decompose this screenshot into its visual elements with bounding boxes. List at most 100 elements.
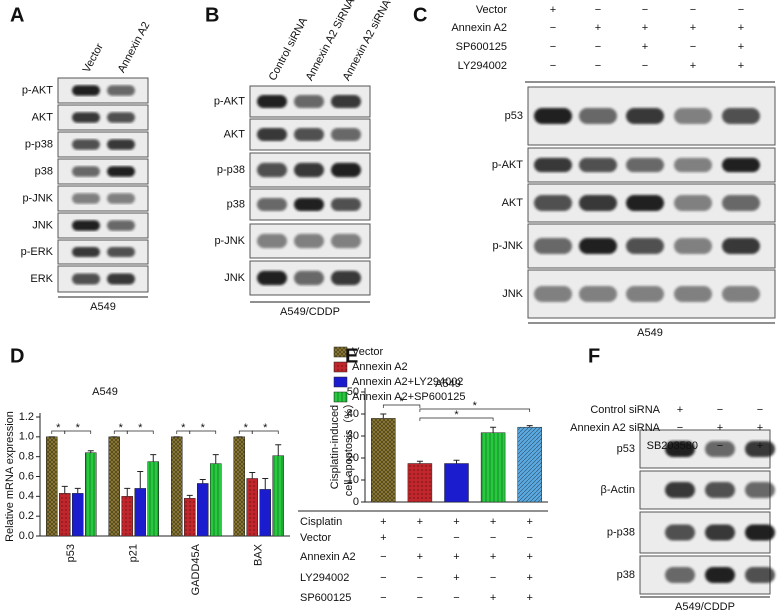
row-label: JNK — [32, 219, 53, 231]
blot-band — [745, 567, 775, 583]
cell-line: A549/CDDP — [675, 601, 735, 610]
condition-sign: − — [417, 572, 423, 584]
bar — [259, 489, 271, 537]
significance-label: * — [56, 422, 61, 434]
row-label: p53 — [617, 443, 635, 455]
condition-sign: − — [380, 592, 386, 604]
column-label: Control siRNA — [267, 15, 311, 83]
blot-band — [294, 197, 324, 212]
condition-sign: + — [453, 516, 459, 528]
row-label: p-JNK — [22, 192, 53, 204]
condition-label: SP600125 — [300, 592, 351, 604]
blot-band — [674, 157, 712, 173]
blot-band — [107, 220, 135, 231]
row-label: β-Actin — [601, 484, 635, 496]
condition-sign: − — [690, 4, 696, 16]
blot-band — [665, 524, 695, 541]
error-bar — [199, 478, 206, 484]
significance-label: * — [454, 409, 459, 421]
blot-band — [674, 286, 712, 302]
significance-bracket — [419, 408, 531, 412]
error-bar — [124, 487, 131, 497]
blot-band — [331, 197, 361, 212]
condition-sign: − — [690, 41, 696, 53]
cell-line: A549/CDDP — [280, 306, 340, 318]
panel-label: D — [10, 345, 24, 367]
y-axis-label: Relative mRNA expression — [4, 411, 16, 542]
bar — [197, 483, 209, 537]
condition-label: Annexin A2 — [451, 22, 507, 34]
bar — [134, 488, 146, 537]
legend-swatch — [333, 376, 348, 388]
condition-sign: − — [453, 592, 459, 604]
blot-band — [257, 270, 287, 286]
x-tick-label: BAX — [253, 543, 265, 566]
panel-label: F — [588, 345, 600, 367]
row-label: ERK — [30, 273, 53, 285]
blot-band — [579, 157, 617, 173]
error-bar — [453, 459, 460, 464]
blot-band — [107, 193, 135, 204]
panel-label: B — [205, 4, 219, 26]
blot-band — [72, 246, 100, 258]
blot-band — [534, 286, 572, 302]
y-tick-label: 20 — [347, 452, 359, 464]
condition-label: Annexin A2 siRNA — [570, 422, 661, 434]
legend-swatch — [333, 391, 348, 403]
significance-label: * — [119, 422, 124, 434]
blot-band — [107, 139, 135, 150]
blot-band — [626, 238, 664, 254]
condition-sign: − — [490, 572, 496, 584]
bar — [121, 496, 133, 537]
condition-sign: + — [526, 551, 532, 563]
cell-line: A549 — [90, 301, 116, 313]
condition-sign: + — [380, 532, 386, 544]
condition-label: Vector — [476, 4, 508, 16]
column-label: Vector — [81, 41, 106, 74]
blot-band — [72, 273, 100, 285]
significance-label: * — [263, 422, 268, 434]
row-label: p-ERK — [21, 246, 54, 258]
blot-band — [331, 233, 361, 249]
legend-label: Vector — [352, 346, 384, 358]
condition-label: SB203580 — [647, 440, 698, 452]
condition-sign: + — [642, 22, 648, 34]
condition-sign: − — [417, 532, 423, 544]
condition-label: Cisplatin — [300, 516, 342, 528]
condition-label: LY294002 — [458, 60, 507, 72]
y-tick-label: 0.6 — [19, 470, 34, 482]
row-label: p38 — [227, 198, 245, 210]
blot-band — [705, 567, 735, 583]
row-label: p38 — [617, 569, 635, 581]
blot-band — [626, 108, 664, 124]
bar — [72, 493, 84, 537]
blot-band — [72, 112, 100, 123]
condition-sign: − — [595, 41, 601, 53]
condition-sign: + — [738, 41, 744, 53]
legend-label: Annexin A2+SP600125 — [352, 391, 465, 403]
condition-sign: − — [717, 440, 723, 452]
row-label: p-p38 — [607, 526, 635, 538]
significance-label: * — [181, 422, 186, 434]
error-bar — [150, 454, 157, 462]
condition-sign: − — [717, 404, 723, 416]
condition-sign: − — [595, 60, 601, 72]
significance-bracket — [419, 417, 494, 421]
y-tick-label: 0.0 — [19, 530, 34, 542]
blot-band — [534, 238, 572, 254]
blot-band — [294, 270, 324, 286]
blot-band — [107, 85, 135, 96]
x-tick-label: GADD45A — [190, 543, 202, 595]
y-tick-label: 10 — [347, 474, 359, 486]
bar — [272, 455, 284, 537]
error-bar — [416, 460, 423, 464]
row-label: p-JNK — [492, 240, 523, 252]
condition-sign: + — [738, 60, 744, 72]
y-axis-label: cell apoptosis（%） — [342, 398, 355, 496]
bar — [46, 436, 58, 537]
condition-sign: − — [738, 4, 744, 16]
condition-sign: − — [677, 422, 683, 434]
x-tick-label: p21 — [128, 544, 140, 562]
bar — [147, 461, 159, 537]
row-label: JNK — [502, 288, 523, 300]
